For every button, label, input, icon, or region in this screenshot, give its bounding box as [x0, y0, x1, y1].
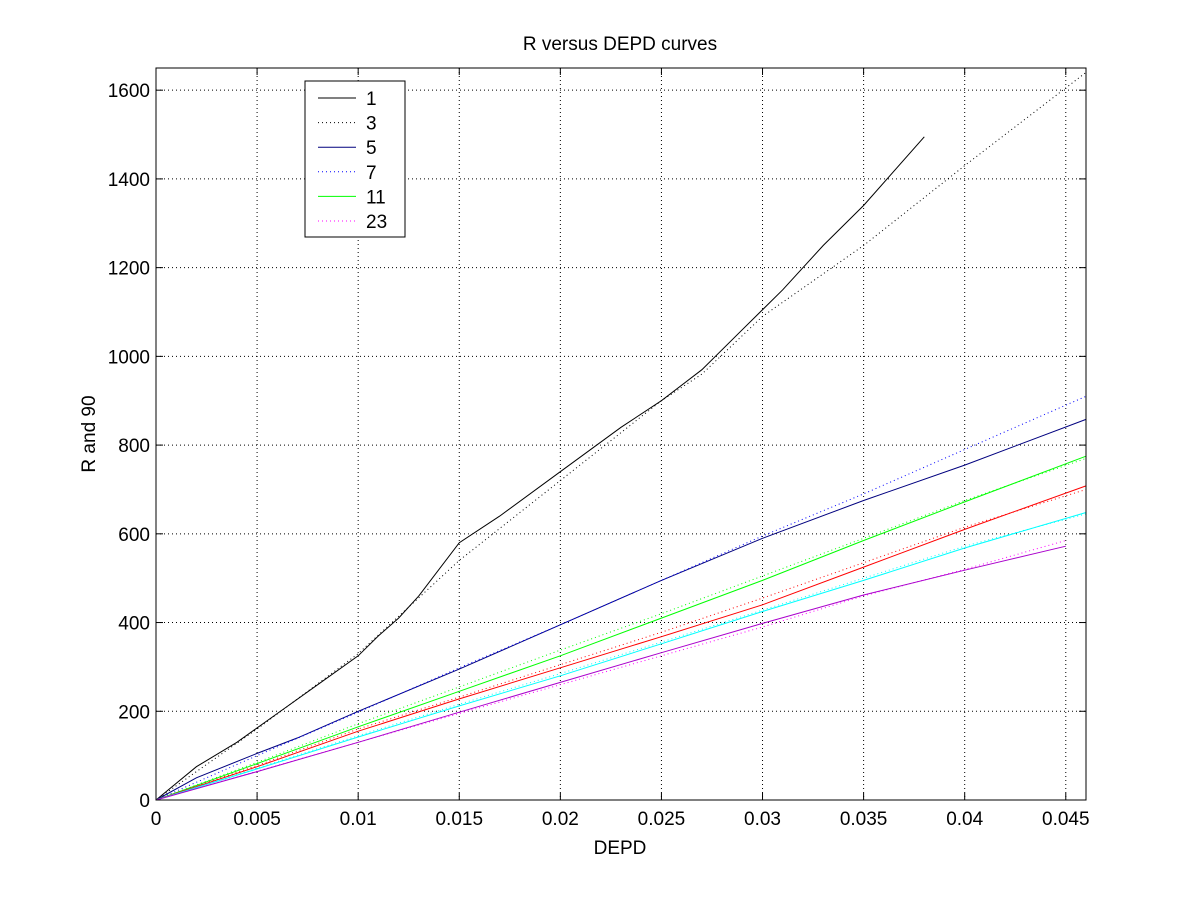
legend-label: 5 [366, 138, 377, 159]
legend-label: 23 [366, 212, 387, 233]
series-lines [155, 72, 1087, 801]
x-tick-label: 0.04 [946, 809, 983, 830]
x-tick-label: 0 [151, 809, 162, 830]
plot-frame [155, 67, 1087, 801]
legend-label: 7 [366, 163, 377, 184]
series-line-unlabeled-11 [155, 545, 1066, 801]
series-line-1 [155, 136, 925, 801]
x-axis-label: DEPD [594, 838, 647, 859]
series-line-unlabeled-6 [155, 457, 1087, 801]
y-tick-label: 1200 [108, 259, 150, 280]
series-line-unlabeled-10 [155, 513, 1087, 801]
x-tick-label: 0.045 [1042, 809, 1090, 830]
x-tick-label: 0.035 [840, 809, 888, 830]
y-axis-label: R and 90 [79, 395, 100, 472]
series-line-unlabeled-7 [155, 485, 1087, 801]
x-tick-label: 0.02 [542, 809, 579, 830]
y-tick-label: 1000 [108, 347, 150, 368]
legend-label: 1 [366, 89, 377, 110]
series-line-5 [155, 418, 1087, 801]
series-line-11 [155, 455, 1087, 801]
chart-title: R versus DEPD curves [523, 34, 717, 55]
grid [156, 68, 1086, 800]
legend-label: 3 [366, 114, 377, 135]
axis-ticks: 0 0.005 0.01 0.015 0.02 0.025 0.03 0.035 0.04 0.0… [108, 68, 1090, 830]
x-tick-label: 0.015 [435, 809, 483, 830]
y-tick-label: 800 [118, 436, 150, 457]
legend-label: 11 [366, 187, 386, 208]
y-tick-label: 200 [118, 702, 150, 723]
legend: 1 3 5 7 11 23 [304, 80, 406, 238]
y-tick-label: 400 [118, 614, 150, 635]
x-tick-label: 0.025 [638, 809, 686, 830]
x-tick-label: 0.03 [744, 809, 781, 830]
x-tick-label: 0.01 [340, 809, 377, 830]
series-line-3 [155, 72, 1087, 801]
series-line-unlabeled-8 [155, 489, 1087, 801]
y-tick-label: 1600 [108, 81, 150, 102]
series-line-unlabeled-9 [155, 512, 1087, 801]
legend-box [304, 80, 406, 238]
x-tick-label: 0.005 [233, 809, 281, 830]
y-tick-label: 1400 [108, 170, 150, 191]
y-tick-label: 600 [118, 525, 150, 546]
y-tick-label: 0 [139, 791, 150, 812]
